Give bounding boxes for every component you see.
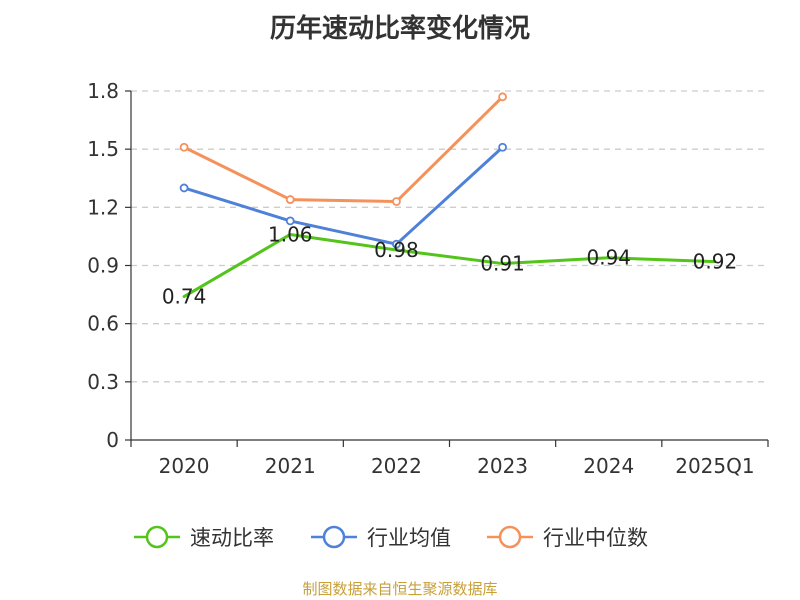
legend-item-0[interactable]: 速动比率 [134, 525, 274, 550]
y-tick-label: 0.6 [87, 312, 119, 336]
y-tick-label: 0.3 [87, 370, 119, 394]
series-point-1 [392, 239, 401, 249]
x-tick-label: 2021 [265, 454, 316, 478]
axes: 0 0.3 0.6 0.9 1.2 1.5 1.8 2020 2021 2022 2023 2024 2… [87, 79, 769, 478]
series-line-0 [182, 232, 717, 299]
series-line-1 [182, 145, 505, 246]
data-label: 1.06 [268, 222, 313, 246]
series-lines [179, 92, 717, 299]
grid-lines [131, 90, 768, 383]
series-point-1 [179, 183, 189, 193]
legend-marker [145, 525, 169, 549]
legend-marker [322, 525, 346, 549]
legend-marker [498, 525, 522, 549]
series-point-2 [498, 92, 507, 102]
x-tick-label: 2020 [159, 454, 210, 478]
series-point-2 [179, 142, 189, 152]
data-label: 0.91 [480, 252, 525, 276]
series-point-1 [498, 142, 507, 152]
series-line-2 [182, 95, 505, 204]
series-point-1 [285, 216, 295, 226]
data-label: 0.92 [693, 250, 738, 274]
series-point-2 [392, 197, 401, 206]
legend-label: 速动比率 [190, 526, 274, 550]
legend[interactable]: 速动比率 行业均值 行业中位数 [134, 525, 648, 550]
source-note: 制图数据来自恒生聚源数据库 [302, 580, 498, 598]
y-tick-label: 0 [106, 428, 119, 452]
legend-item-1[interactable]: 行业均值 [311, 525, 451, 550]
y-tick-label: 1.8 [87, 79, 119, 103]
x-tick-label: 2025Q1 [675, 454, 754, 478]
x-tick-label: 2024 [583, 454, 634, 478]
legend-item-2[interactable]: 行业中位数 [487, 525, 648, 550]
y-tick-label: 0.9 [87, 254, 119, 278]
legend-label: 行业中位数 [543, 526, 648, 550]
y-tick-label: 1.5 [87, 137, 119, 161]
series-point-2 [285, 195, 295, 204]
data-label: 0.94 [586, 246, 631, 270]
chart-title: 历年速动比率变化情况 [269, 14, 530, 44]
legend-label: 行业均值 [367, 526, 451, 550]
x-tick-label: 2022 [371, 454, 422, 478]
x-tick-label: 2023 [477, 454, 528, 478]
data-labels: 0.74 1.06 0.98 0.91 0.94 0.92 [162, 222, 737, 308]
data-label: 0.74 [162, 285, 207, 309]
y-tick-label: 1.2 [87, 195, 119, 219]
data-label: 0.98 [374, 238, 419, 262]
